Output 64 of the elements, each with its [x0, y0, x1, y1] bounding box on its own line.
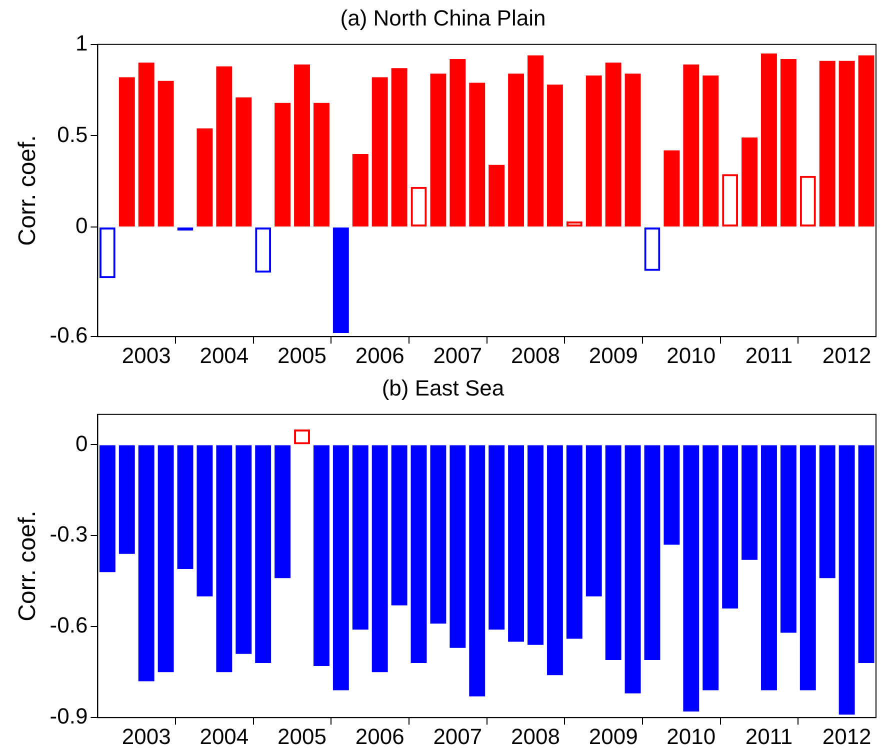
x-tick-label: 2004 [200, 724, 249, 749]
bar [391, 68, 408, 227]
bar [118, 77, 135, 227]
x-tick-label: 2003 [122, 342, 171, 368]
x-tick-label: 2008 [511, 724, 560, 749]
y-tick-label: 1 [75, 30, 88, 56]
x-tick-label: 2011 [745, 342, 793, 368]
y-axis-title: Corr. coef. [14, 135, 42, 246]
y-tick-label: -0.3 [50, 522, 88, 547]
y-tick-label: -0.6 [50, 612, 88, 638]
bar [469, 82, 486, 227]
bar [780, 59, 796, 227]
bar [450, 59, 466, 227]
x-tick-label: 2010 [666, 724, 716, 749]
bar [352, 154, 368, 227]
bar [702, 75, 719, 227]
bar [624, 74, 641, 227]
bar [430, 74, 446, 227]
bar [838, 60, 855, 227]
bar [819, 60, 836, 227]
y-tick-label: 0 [75, 430, 88, 456]
bar [546, 84, 563, 227]
x-tick-label: 2005 [278, 724, 326, 749]
x-tick-label: 2005 [278, 342, 326, 368]
x-tick-label: 2004 [200, 342, 249, 368]
x-tick-label: 2010 [666, 342, 716, 368]
y-axis-title: Corr. coef. [14, 510, 42, 622]
bar [858, 55, 874, 227]
bar [664, 150, 680, 227]
bar [138, 62, 154, 227]
chart-title: (a) North China Plain [340, 5, 546, 30]
bar [196, 128, 213, 227]
x-tick-label: 2006 [355, 342, 404, 368]
x-tick-label: 2003 [122, 724, 171, 749]
bar [683, 64, 700, 227]
bar [742, 138, 758, 227]
x-tick-label: 2011 [745, 724, 793, 749]
x-tick-label: 2007 [433, 724, 482, 749]
bar [177, 228, 194, 231]
bar [488, 164, 505, 227]
bar [216, 66, 232, 227]
x-tick-label: 2006 [355, 724, 404, 749]
y-tick-label: 0.5 [57, 122, 88, 147]
chart-title: (b) East Sea [382, 375, 505, 400]
x-tick-label: 2012 [822, 724, 872, 749]
x-tick-label: 2008 [511, 342, 560, 368]
bar [508, 74, 524, 227]
bar [586, 75, 602, 227]
y-tick-label: -0.9 [50, 704, 88, 729]
bar [294, 64, 310, 227]
bar [158, 80, 174, 227]
x-tick-label: 2007 [433, 342, 482, 368]
y-tick-label: -0.6 [50, 322, 88, 348]
x-tick-label: 2009 [588, 342, 638, 368]
bar [528, 55, 544, 227]
bar [761, 54, 777, 227]
bar [236, 97, 252, 227]
bar [605, 62, 622, 227]
y-tick-label: 0 [75, 213, 88, 238]
x-tick-label: 2009 [588, 724, 638, 749]
x-tick-label: 2012 [822, 342, 872, 368]
bar [274, 102, 291, 227]
bar [313, 102, 330, 227]
bar [372, 77, 388, 227]
